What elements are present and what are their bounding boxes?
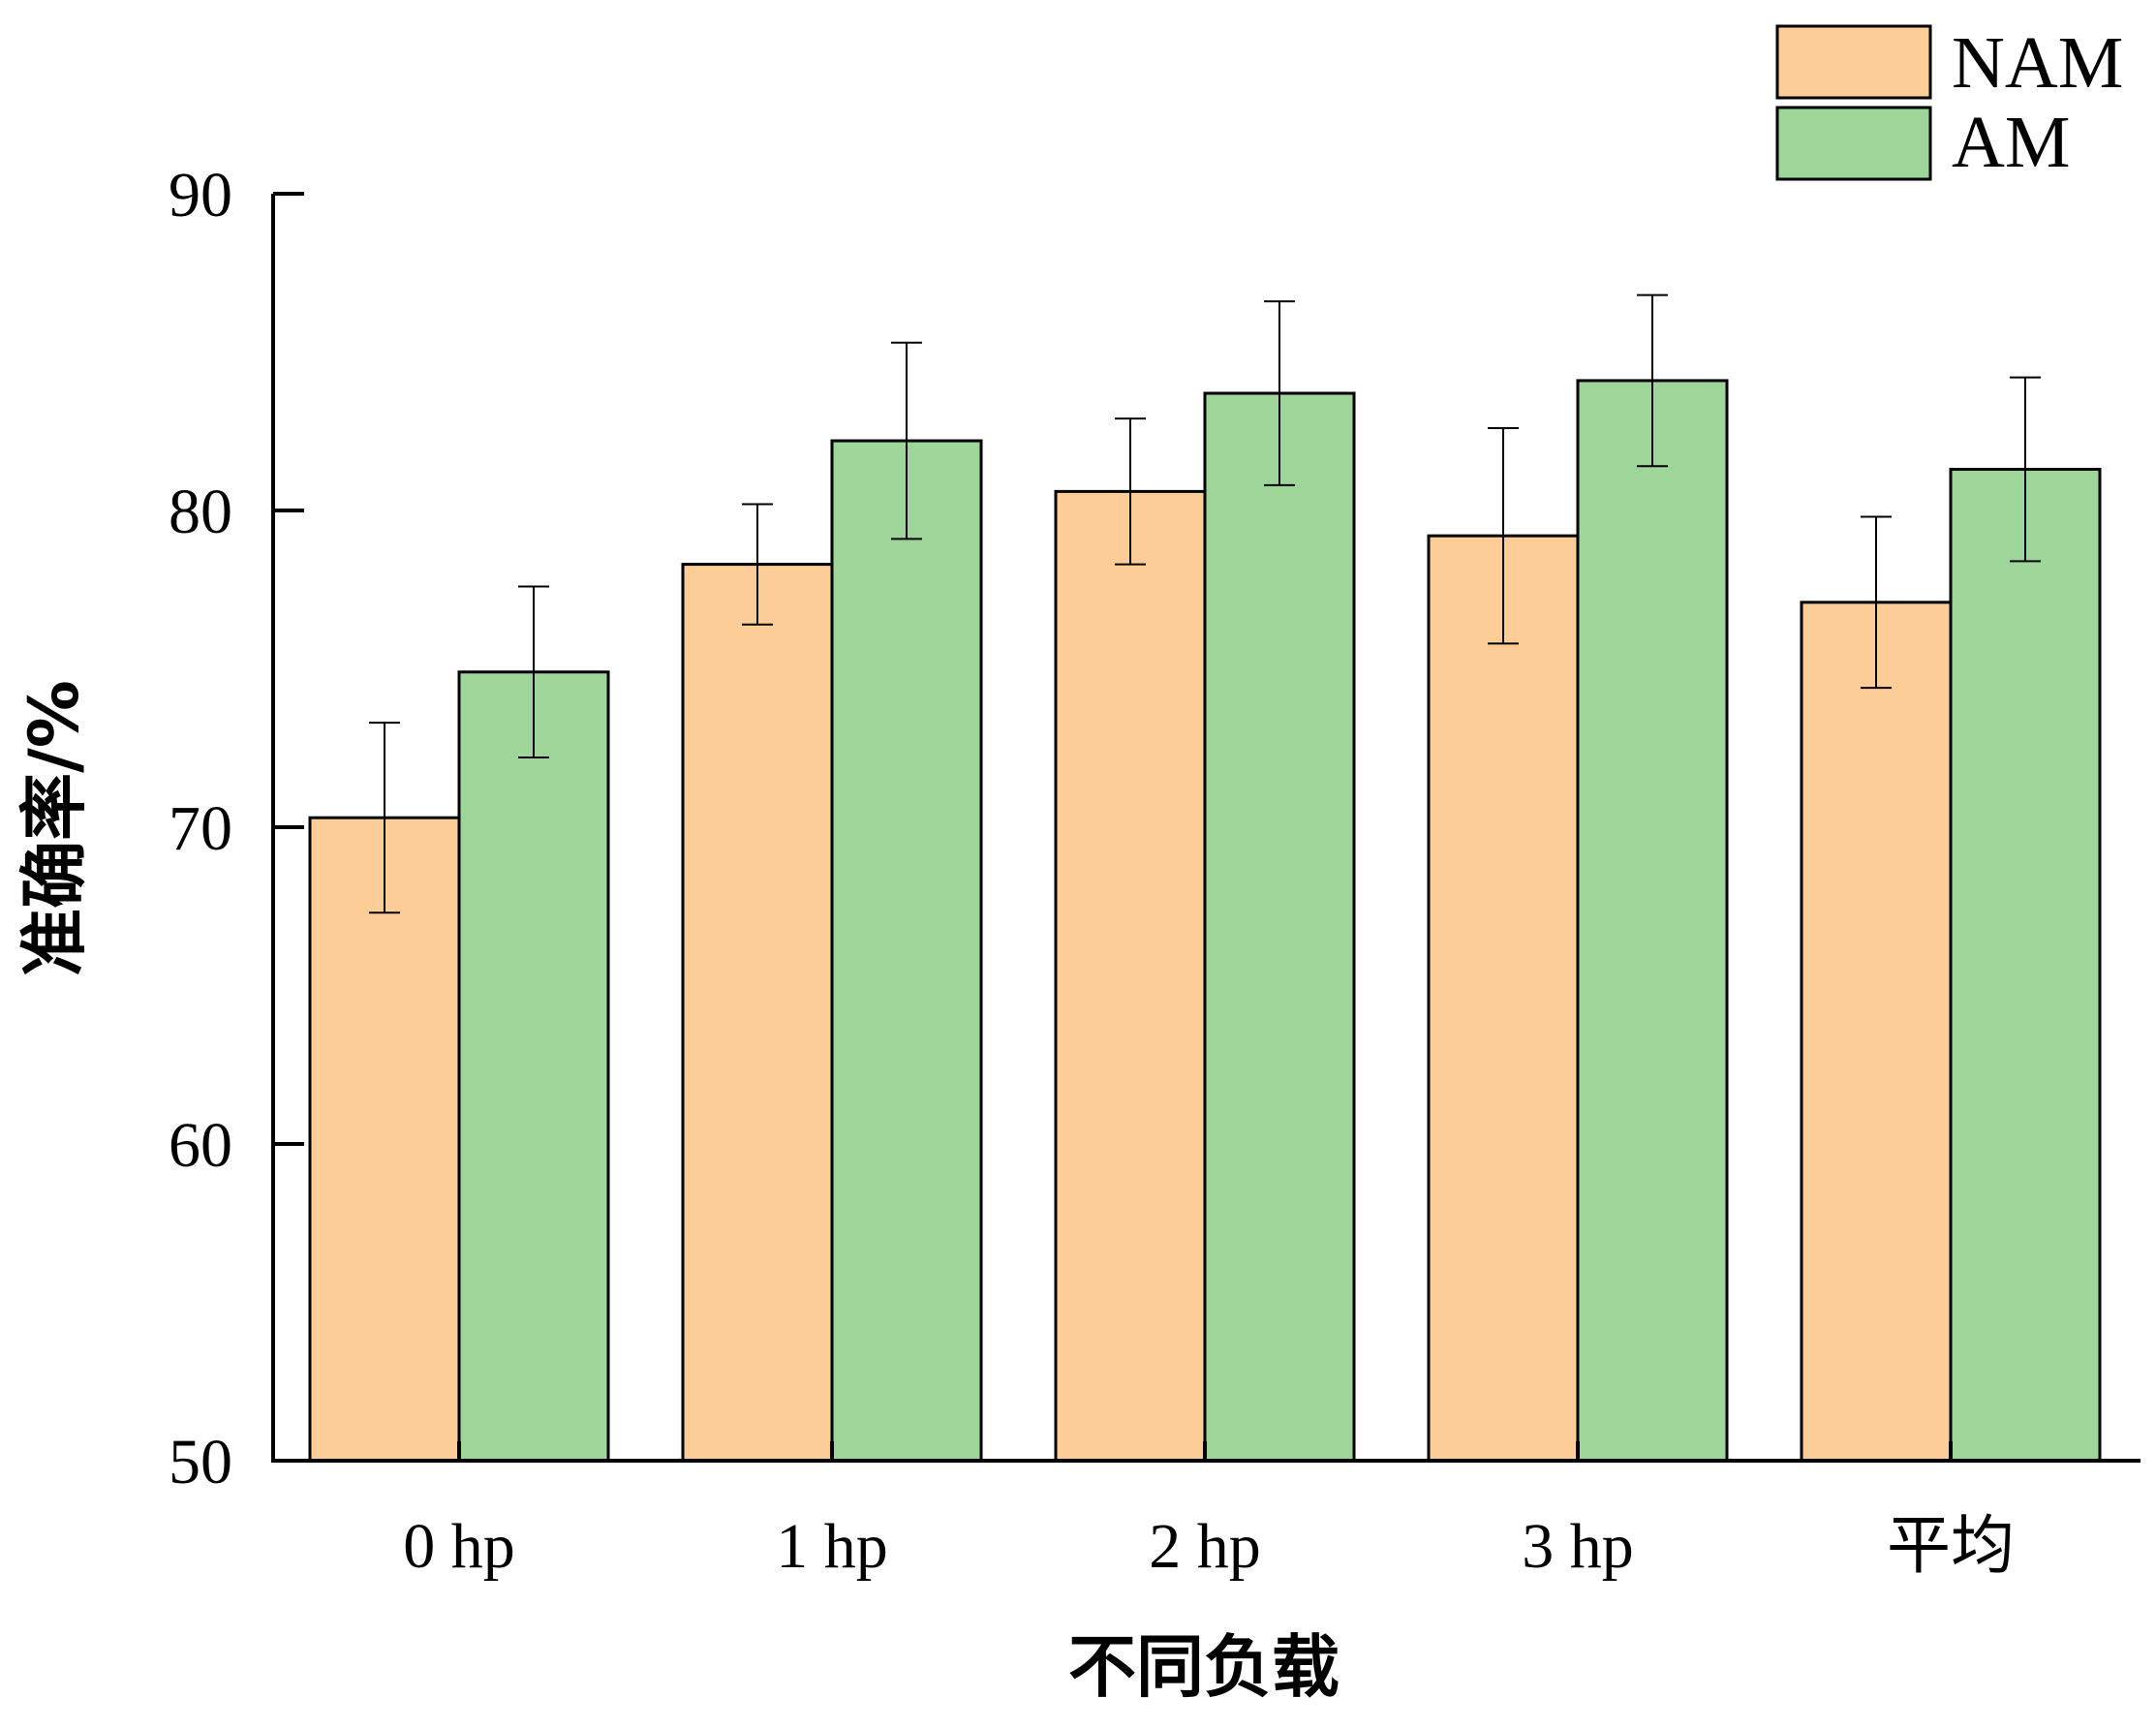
x-ticks-layer: 0 hp 1 hp 2 hp 3 hp 平均	[403, 1441, 2015, 1582]
bars-layer	[308, 379, 2102, 1463]
bar-nam-1	[681, 563, 834, 1463]
bar-am-1	[830, 439, 983, 1463]
x-tick-label-2: 2 hp	[1149, 1511, 1261, 1582]
x-tick-label-3: 3 hp	[1522, 1511, 1634, 1582]
bar-nam-3	[1427, 534, 1580, 1463]
y-tick-label-2: 70	[169, 793, 232, 864]
x-tick-label-4: 平均	[1887, 1511, 2015, 1582]
bar-am-2	[1203, 391, 1356, 1463]
bar-nam-4	[1800, 601, 1953, 1463]
legend-swatch-am	[1775, 106, 1932, 181]
error-bars-layer	[369, 293, 2041, 914]
y-tick-label-3: 80	[169, 477, 232, 547]
legend: NAM AM	[1775, 22, 2123, 183]
y-tick-label-4: 90	[169, 160, 232, 231]
bar-am-4	[1949, 467, 2102, 1463]
x-tick-label-0: 0 hp	[403, 1511, 515, 1582]
legend-label-nam: NAM	[1952, 22, 2123, 104]
bar-am-3	[1576, 379, 1729, 1463]
bar-nam-0	[308, 816, 461, 1463]
y-ticks-layer: 50 60 70 80 90	[169, 160, 304, 1497]
y-axis-title: 准确率/%	[15, 680, 94, 976]
legend-label-am: AM	[1952, 102, 2070, 183]
bar-nam-2	[1054, 489, 1207, 1463]
y-tick-label-1: 60	[169, 1110, 232, 1181]
bar-am-0	[457, 670, 610, 1463]
x-tick-label-1: 1 hp	[776, 1511, 888, 1582]
y-tick-label-0: 50	[169, 1427, 232, 1497]
legend-swatch-nam	[1775, 24, 1932, 100]
x-axis-title: 不同负载	[1068, 1627, 1340, 1707]
